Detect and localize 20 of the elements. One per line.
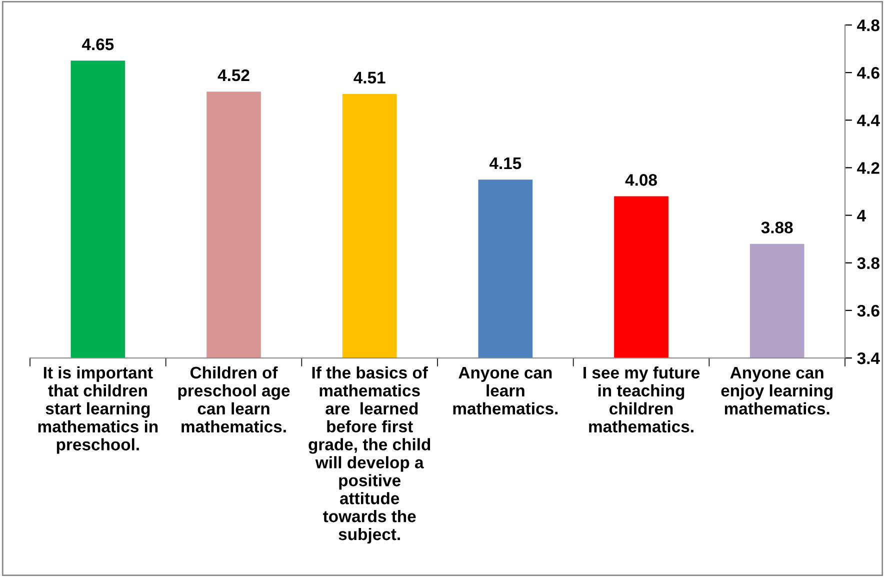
x-tick-label: Anyone can enjoy learning mathematics.: [721, 366, 832, 415]
category-label: If the basics of mathematics are learned before first grade, the child will develop a positive attitude towards the subject.: [308, 366, 430, 544]
y-tick-label: 4.8: [857, 19, 880, 32]
y-tick-label: 3.8: [857, 257, 880, 270]
y-tick-label: 4.4: [857, 114, 880, 126]
x-tick-label: It is important that children start learning mathematics in preschool.: [38, 366, 158, 454]
x-tick-label: Anyone can learn mathematics.: [453, 366, 558, 414]
y-tick-label: 4.2: [857, 162, 880, 174]
y-tick-label: 4.6: [857, 66, 880, 79]
data-label: 4.65: [82, 38, 114, 50]
y-tick-label: 3.6: [857, 304, 880, 317]
data-label: 4.08: [625, 174, 657, 186]
y-tick-label: 4: [857, 210, 866, 222]
y-tick-label: 3.4: [857, 352, 880, 364]
data-label: 4.15: [489, 158, 522, 170]
data-label: 3.88: [761, 222, 793, 234]
x-tick-label: I see my future in teaching children mathematics.: [584, 366, 700, 433]
data-label: 4.52: [218, 69, 250, 82]
data-label: 4.51: [354, 72, 386, 84]
x-tick-label: Children of preschool age can learn mathematics.: [178, 366, 290, 433]
